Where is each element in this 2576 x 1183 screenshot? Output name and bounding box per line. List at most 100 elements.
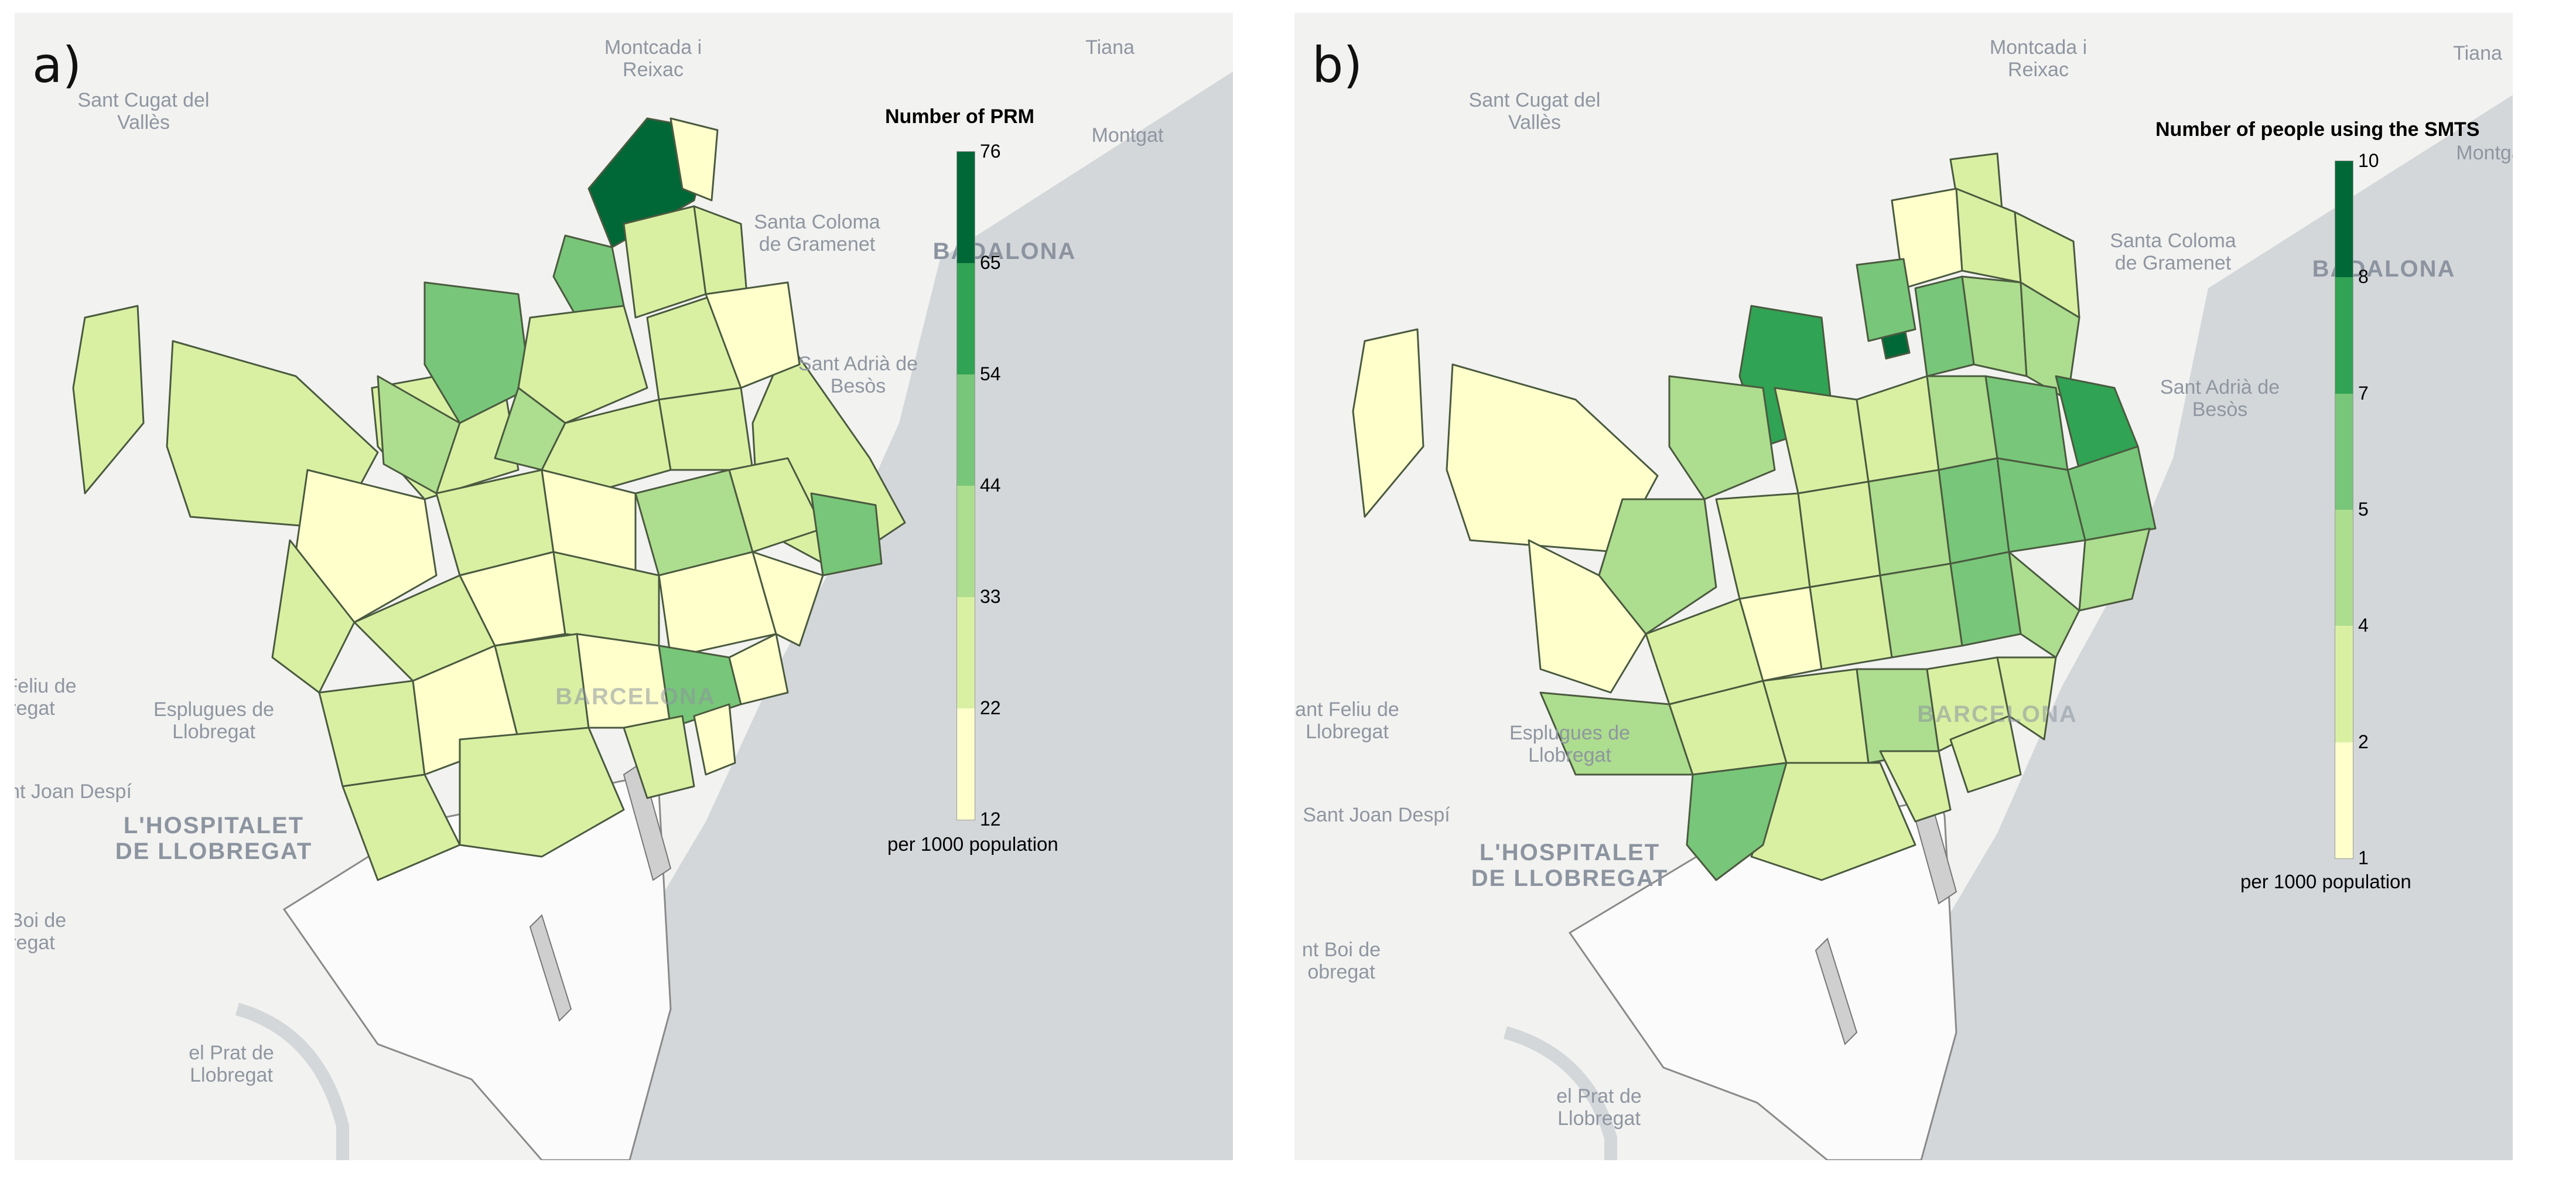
place-reixac: Reixac	[2008, 59, 2069, 81]
region-mid-2	[1797, 480, 1881, 588]
barcelona-neighbourhoods	[1352, 152, 2157, 881]
region-coast-s	[1996, 656, 2057, 741]
legend-color-step	[2335, 393, 2353, 510]
region-far-west	[1352, 328, 1424, 518]
place-reixac: Reixac	[623, 59, 684, 81]
legend-colorbar	[2335, 161, 2353, 859]
place-esplugues-1: Esplugues de	[1509, 722, 1630, 744]
region-upper-mid-2	[541, 398, 672, 495]
place-boi-2: regat	[15, 932, 55, 954]
port-dock	[1815, 937, 1858, 1045]
legend-color-step	[2335, 742, 2353, 858]
place-montgat: Montgat	[1092, 124, 1164, 146]
legend-title: Number of PRM	[885, 105, 1034, 128]
place-joan-despi: Sant Joan Despí	[1303, 804, 1450, 826]
place-feliu-2: regat	[15, 697, 55, 720]
region-north-3	[1955, 187, 2022, 284]
region-south-6	[728, 633, 789, 705]
place-santa-coloma-2: de Gramenet	[759, 233, 876, 255]
place-barcelona: BARCELONA	[555, 684, 716, 710]
place-tiana: Tiana	[1085, 36, 1135, 59]
region-upper-mid-4	[1984, 375, 2069, 471]
place-esplugues-2: Llobregat	[172, 721, 255, 743]
legend-tick-label: 22	[980, 697, 1001, 718]
legend-tick-label: 54	[980, 363, 1001, 384]
region-center-6	[2008, 551, 2080, 659]
region-south-4	[576, 633, 672, 729]
place-sant-cugat-1: Sant Cugat del	[1469, 89, 1601, 111]
region-mid-coast	[2078, 527, 2151, 612]
legend-tick-label: 44	[980, 475, 1001, 496]
region-mid-west	[295, 469, 438, 623]
region-east-block	[810, 492, 883, 577]
legend-tick-label: 5	[2358, 499, 2369, 520]
region-upper-mid-3	[658, 387, 754, 471]
region-north-tip	[669, 117, 719, 202]
place-hospitalet-2: DE LLOBREGAT	[115, 838, 313, 864]
place-feliu-1: Feliu de	[15, 675, 76, 697]
legend-tick-label: 76	[980, 141, 1001, 162]
panel-label: a)	[32, 36, 82, 94]
basemap-a: Montcada i Reixac Tiana Sant Cugat del V…	[15, 36, 1233, 1160]
region-barceloneta	[693, 703, 736, 776]
basemap-b: Montcada i Reixac Tiana Sant Cugat del V…	[1295, 36, 2513, 1160]
region-center-3	[1809, 574, 1893, 670]
legend-color-step	[2335, 626, 2353, 742]
place-hospitalet-1: L'HOSPITALET	[124, 813, 304, 838]
barcelona-neighbourhoods	[72, 117, 906, 881]
region-barceloneta	[1949, 715, 2022, 793]
legend-color-step	[2335, 277, 2353, 394]
place-feliu-1: ant Feliu de	[1295, 698, 1399, 721]
legend-tick-label: 10	[2358, 150, 2379, 171]
place-prat-1: el Prat de	[1556, 1085, 1642, 1107]
legend-color-step	[957, 152, 975, 263]
region-old-town	[1879, 750, 1952, 823]
region-far-west	[72, 305, 145, 495]
region-center-north-3	[705, 281, 801, 389]
place-sant-cugat-2: Vallès	[117, 111, 170, 134]
region-upper-west	[1668, 375, 1776, 500]
region-upper-mid	[1774, 387, 1870, 495]
place-boi-1: Boi de	[15, 909, 66, 932]
place-sant-adria-2: Besòs	[2192, 398, 2248, 421]
port-dock	[623, 762, 672, 881]
place-montgat: Montga	[2456, 142, 2513, 164]
place-tiana: Tiana	[2453, 42, 2502, 64]
place-sant-cugat-1: Sant Cugat del	[78, 89, 210, 111]
legend-tick-label: 12	[980, 809, 1001, 830]
place-sant-adria-2: Besòs	[831, 375, 886, 397]
place-boi-2: obregat	[1307, 961, 1375, 983]
place-feliu-2: Llobregat	[1306, 721, 1389, 743]
region-sw-green	[1686, 762, 1788, 881]
place-badalona: BADALONA	[933, 238, 1077, 264]
map-panel-a[interactable]: Montcada i Reixac Tiana Sant Cugat del V…	[15, 13, 1233, 1160]
legend-tick-label: 8	[2358, 266, 2369, 288]
legend-tick-label: 2	[2358, 731, 2369, 752]
region-southwest-2	[341, 773, 461, 881]
place-prat-2: Llobregat	[190, 1064, 273, 1086]
legend-tick-label: 33	[980, 586, 1001, 607]
legend-color-step	[2335, 161, 2353, 278]
llobregat-river	[235, 1003, 349, 1160]
place-esplugues-1: Esplugues de	[153, 698, 274, 721]
place-montcada: Montcada i	[604, 36, 702, 59]
legend-color-step	[957, 597, 975, 708]
map-panel-b[interactable]: Montcada i Reixac Tiana Sant Cugat del V…	[1294, 13, 2513, 1160]
place-prat-2: Llobregat	[1557, 1107, 1641, 1130]
legend-unit: per 1000 population	[2240, 871, 2411, 892]
place-santa-coloma-1: Santa Coloma	[2110, 230, 2236, 252]
region-upper-west	[423, 281, 531, 424]
region-east-coast	[751, 551, 824, 647]
legend-tick-label: 4	[2358, 615, 2369, 636]
region-center-3	[552, 551, 660, 647]
place-santa-coloma-2: de Gramenet	[2115, 252, 2232, 274]
legend-color-step	[957, 263, 975, 374]
legend-color-step	[957, 708, 975, 820]
legend-color-step	[957, 486, 975, 597]
region-west-low	[1528, 539, 1647, 694]
legend-color-step	[957, 374, 975, 486]
region-north-2	[552, 234, 625, 319]
sea	[624, 71, 1233, 1160]
legend-title: Number of people using the SMTS	[2155, 118, 2480, 141]
place-boi-1: nt Boi de	[1302, 939, 1381, 961]
